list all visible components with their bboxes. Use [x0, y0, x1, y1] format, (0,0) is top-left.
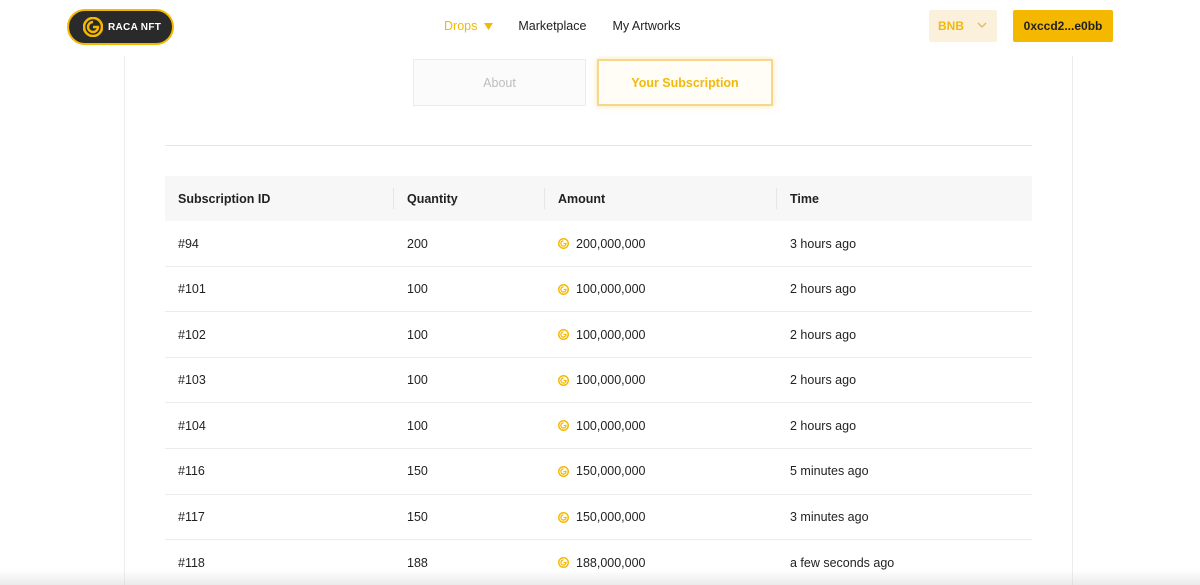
- cell-subscription-id: #118: [178, 555, 205, 570]
- raca-coin-icon: [558, 329, 569, 341]
- cell-amount: 100,000,000: [558, 312, 646, 357]
- top-navigation-bar: RACA NFT Drops Marketplace My Artworks B…: [0, 0, 1200, 56]
- raca-coin-icon: [558, 557, 569, 569]
- cell-amount: 188,000,000: [558, 540, 646, 585]
- cell-time: 3 minutes ago: [790, 510, 869, 525]
- column-separator: [544, 188, 545, 209]
- main-nav: Drops Marketplace My Artworks: [444, 19, 681, 33]
- cell-subscription-id: #116: [178, 464, 205, 479]
- table-row: #116 150 150,000,000 5 minutes ago: [165, 449, 1032, 495]
- header-subscription-id: Subscription ID: [178, 191, 271, 206]
- cell-subscription-id: #117: [178, 510, 205, 525]
- cell-time: 2 hours ago: [790, 373, 857, 388]
- cell-subscription-id: #102: [178, 327, 206, 342]
- cell-time: 3 hours ago: [790, 236, 857, 251]
- cell-amount: 200,000,000: [558, 221, 646, 266]
- network-selector[interactable]: BNB: [929, 10, 997, 42]
- section-divider: [165, 145, 1032, 146]
- table-row: #104 100 100,000,000 2 hours ago: [165, 403, 1032, 449]
- table-header: Subscription ID Quantity Amount Time: [165, 176, 1032, 221]
- amount-value: 200,000,000: [576, 236, 646, 251]
- cell-amount: 100,000,000: [558, 267, 646, 312]
- cell-time: 2 hours ago: [790, 282, 857, 297]
- cell-time: 5 minutes ago: [790, 464, 869, 479]
- cell-quantity: 150: [407, 510, 428, 525]
- column-separator: [393, 188, 394, 209]
- caret-down-icon: [484, 22, 494, 30]
- cell-quantity: 150: [407, 464, 428, 479]
- raca-coin-icon: [558, 238, 569, 249]
- chevron-down-icon: [977, 22, 987, 28]
- table-row: #102 100 100,000,000 2 hours ago: [165, 312, 1032, 358]
- amount-value: 100,000,000: [576, 373, 646, 388]
- header-amount: Amount: [558, 191, 606, 206]
- amount-value: 188,000,000: [576, 555, 646, 570]
- logo-text: RACA NFT: [108, 21, 162, 33]
- cell-quantity: 200: [407, 236, 428, 251]
- amount-value: 150,000,000: [576, 464, 646, 479]
- table-row: #118 188 188,000,000 a few seconds ago: [165, 540, 1032, 585]
- cell-quantity: 100: [407, 327, 428, 342]
- amount-value: 100,000,000: [576, 327, 646, 342]
- table-row: #103 100 100,000,000 2 hours ago: [165, 358, 1032, 404]
- nav-marketplace[interactable]: Marketplace: [518, 19, 587, 33]
- amount-value: 100,000,000: [576, 282, 646, 297]
- table-row: #101 100 100,000,000 2 hours ago: [165, 267, 1032, 313]
- cell-quantity: 100: [407, 373, 428, 388]
- raca-coin-icon: [558, 465, 569, 477]
- cell-amount: 150,000,000: [558, 495, 646, 540]
- amount-value: 100,000,000: [576, 418, 646, 433]
- cell-quantity: 100: [407, 418, 428, 433]
- cell-time: 2 hours ago: [790, 418, 857, 433]
- cell-subscription-id: #104: [178, 418, 206, 433]
- table-row: #117 150 150,000,000 3 minutes ago: [165, 495, 1032, 541]
- nav-my-artworks[interactable]: My Artworks: [612, 19, 681, 33]
- subscription-panel: About Your Subscription Subscription ID …: [124, 56, 1073, 585]
- wallet-address-button[interactable]: 0xccd2...e0bb: [1013, 10, 1113, 42]
- raca-coin-icon: [558, 511, 569, 523]
- raca-coin-icon: [558, 283, 569, 295]
- cell-quantity: 188: [407, 555, 428, 570]
- raca-coin-icon: [558, 374, 569, 386]
- cell-subscription-id: #101: [178, 282, 206, 297]
- cell-time: a few seconds ago: [790, 555, 895, 570]
- raca-logo-icon: [83, 17, 103, 37]
- table-body: #94 200 200,000,000 3 hours ago #101 100 100,0…: [165, 221, 1032, 585]
- nav-drops[interactable]: Drops: [444, 19, 494, 33]
- cell-amount: 100,000,000: [558, 358, 646, 403]
- raca-nft-logo[interactable]: RACA NFT: [67, 9, 174, 45]
- tab-your-subscription[interactable]: Your Subscription: [597, 59, 773, 106]
- cell-amount: 150,000,000: [558, 449, 646, 494]
- table-row: #94 200 200,000,000 3 hours ago: [165, 221, 1032, 267]
- scroll-fade: [0, 570, 1200, 585]
- cell-time: 2 hours ago: [790, 327, 857, 342]
- cell-subscription-id: #94: [178, 236, 199, 251]
- subscription-table: Subscription ID Quantity Amount Time #94…: [165, 176, 1032, 585]
- column-separator: [776, 188, 777, 209]
- raca-coin-icon: [558, 420, 569, 432]
- header-time: Time: [790, 191, 819, 206]
- tab-about[interactable]: About: [413, 59, 586, 106]
- nav-drops-label: Drops: [444, 19, 478, 33]
- amount-value: 150,000,000: [576, 510, 646, 525]
- cell-subscription-id: #103: [178, 373, 206, 388]
- header-quantity: Quantity: [407, 191, 458, 206]
- cell-amount: 100,000,000: [558, 403, 646, 448]
- network-label: BNB: [938, 19, 964, 33]
- cell-quantity: 100: [407, 282, 428, 297]
